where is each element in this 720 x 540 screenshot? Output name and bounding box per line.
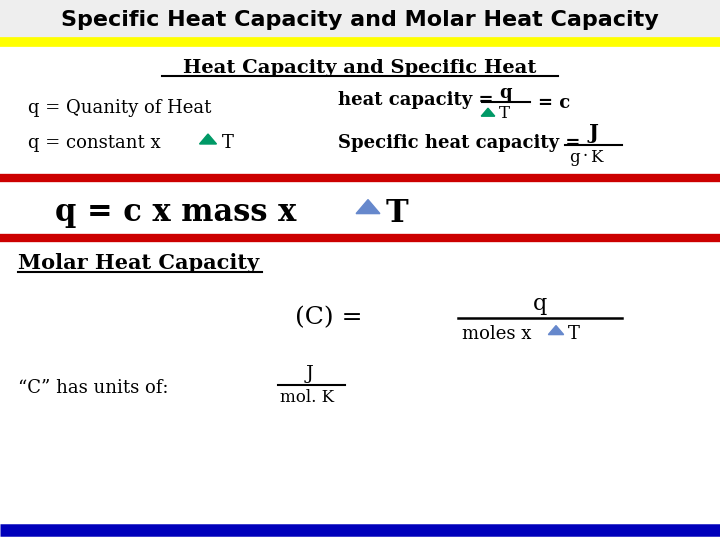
Text: q: q	[500, 84, 512, 102]
Text: “C” has units of:: “C” has units of:	[18, 379, 168, 397]
Text: q = Quanity of Heat: q = Quanity of Heat	[28, 99, 212, 117]
Text: Heat Capacity and Specific Heat: Heat Capacity and Specific Heat	[184, 59, 536, 77]
Text: ·: ·	[582, 148, 588, 165]
Text: T: T	[499, 105, 510, 123]
Text: q: q	[533, 293, 547, 315]
Polygon shape	[549, 326, 564, 335]
Text: moles x: moles x	[462, 325, 531, 343]
Text: heat capacity =: heat capacity =	[338, 91, 493, 109]
Bar	[0, 0, 720, 40]
Text: J: J	[306, 365, 314, 383]
Text: g: g	[569, 148, 580, 165]
Text: J: J	[588, 123, 598, 143]
Text: Molar Heat Capacity: Molar Heat Capacity	[18, 253, 259, 273]
Polygon shape	[356, 200, 380, 214]
Polygon shape	[481, 108, 495, 116]
Text: (C) =: (C) =	[295, 307, 362, 329]
Text: T: T	[568, 325, 580, 343]
Text: Specific heat capacity =: Specific heat capacity =	[338, 134, 580, 152]
Text: mol. K: mol. K	[280, 389, 334, 407]
Text: q = c x mass x: q = c x mass x	[55, 198, 296, 228]
Text: T: T	[386, 198, 409, 228]
Text: = c: = c	[538, 94, 570, 112]
Text: K: K	[590, 148, 603, 165]
Polygon shape	[199, 134, 217, 144]
Text: q = constant x: q = constant x	[28, 134, 161, 152]
Text: T: T	[222, 134, 234, 152]
Text: Specific Heat Capacity and Molar Heat Capacity: Specific Heat Capacity and Molar Heat Ca…	[61, 10, 659, 30]
